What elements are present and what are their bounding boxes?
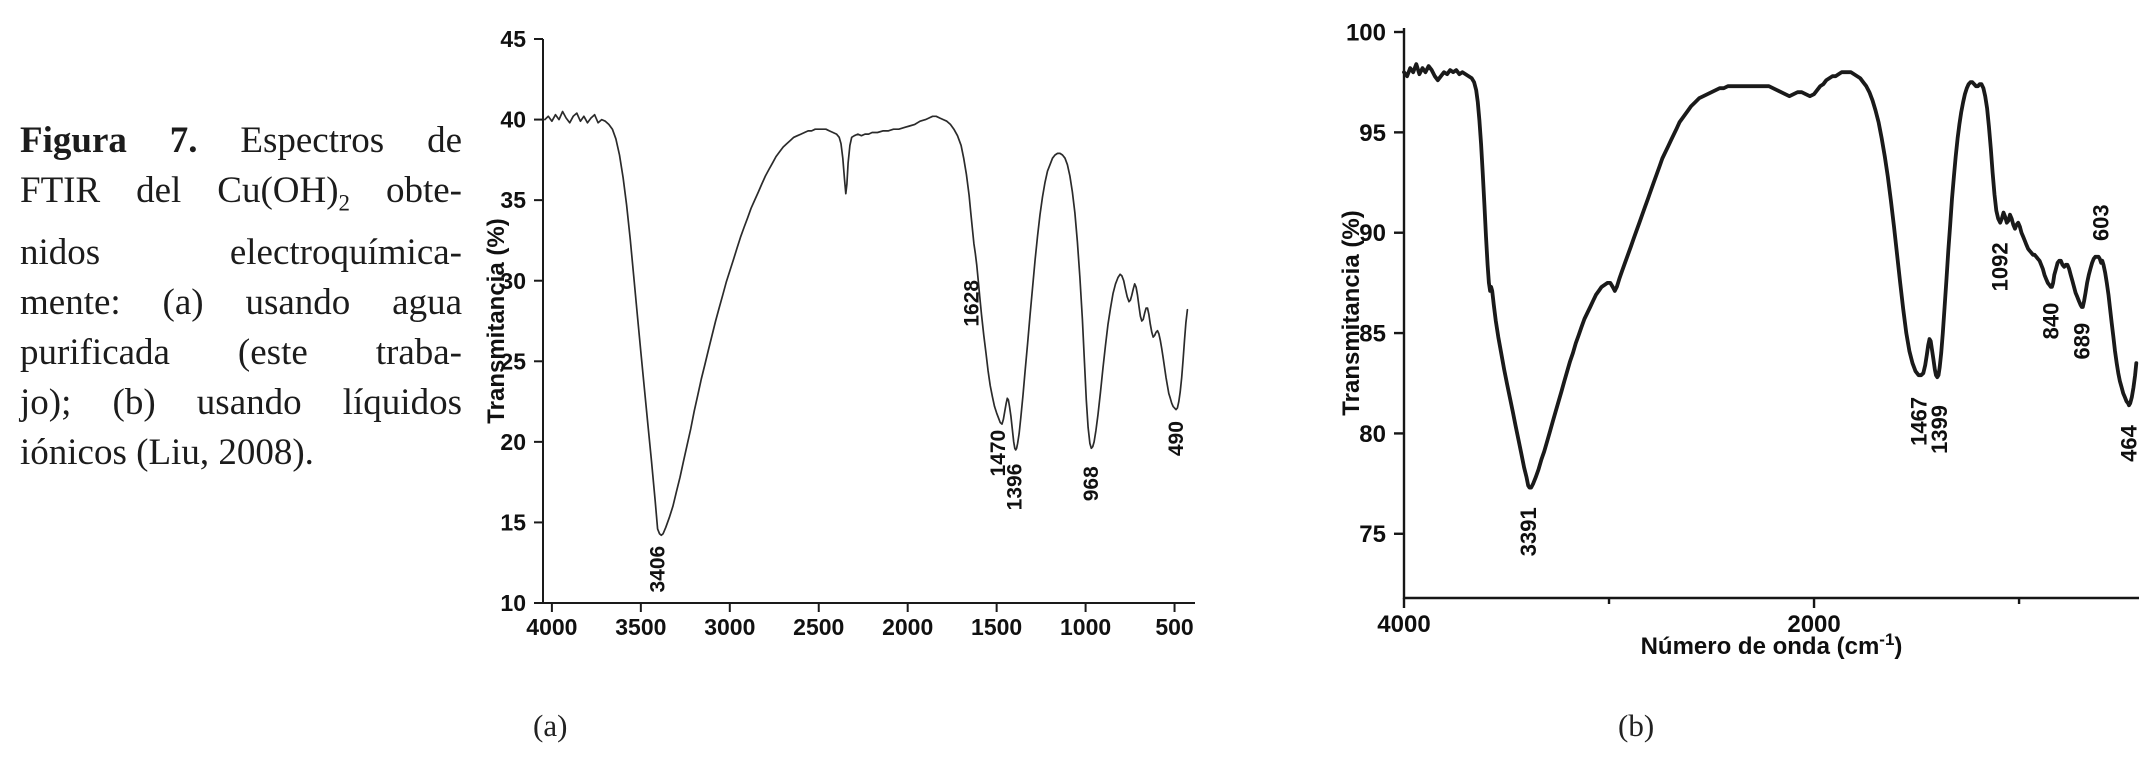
- y-tick-label: 100: [1346, 19, 1386, 46]
- ftir-chart-a: 45 40 35 30 25 20 15 10 4000 3500 3000 2500 2000 1500…: [450, 8, 1260, 653]
- peak-label: 968: [1080, 466, 1103, 501]
- axes: [1394, 28, 2139, 608]
- y-tick-label: 20: [500, 429, 526, 455]
- x-tick-label: 500: [1155, 614, 1193, 640]
- peak-label: 840: [2039, 303, 2064, 340]
- y-tick-label: 95: [1359, 120, 1386, 147]
- peak-label: 1396: [1004, 464, 1027, 511]
- peak-label: 490: [1165, 421, 1188, 456]
- x-tick-label: 3000: [704, 614, 755, 640]
- tick-labels: 100 95 90 85 80 75 4000 2000: [1346, 19, 1841, 638]
- caption-line: iónicos (Liu, 2008).: [20, 428, 462, 478]
- y-tick-label: 75: [1359, 521, 1386, 548]
- y-tick-label: 25: [500, 348, 526, 374]
- x-tick-label: 2000: [882, 614, 933, 640]
- peak-label: 1467: [1906, 397, 1931, 446]
- peak-label: 1399: [1927, 405, 1952, 454]
- caption-line: FTIR del Cu(OH)2 obte-: [20, 166, 462, 228]
- peak-label: 603: [2088, 204, 2113, 241]
- caption-subscript: 2: [338, 190, 351, 216]
- peak-label: 3406: [646, 546, 669, 593]
- caption-text: mente: (a) usando agua: [20, 282, 462, 324]
- ftir-chart-b: 100 95 90 85 80 75 4000 2000 Transmitancia (%) Nú…: [1320, 8, 2155, 688]
- peak-label: 1628: [961, 280, 984, 327]
- y-axis-title: Transmitancia (%): [1338, 210, 1365, 415]
- caption-text: FTIR del Cu(OH): [20, 170, 339, 211]
- peak-label: 1470: [987, 430, 1010, 477]
- y-tick-label: 45: [500, 26, 526, 52]
- x-tick-label: 1500: [971, 614, 1022, 640]
- spectrum-line: [1402, 62, 2139, 490]
- y-tick-label: 85: [1359, 320, 1386, 347]
- peak-label: 3391: [1516, 507, 1541, 556]
- caption-line: nidos electroquímica-: [20, 228, 462, 278]
- y-tick-label: 90: [1359, 220, 1386, 247]
- caption-text: obte-: [350, 170, 462, 211]
- x-tick-label: 2500: [793, 614, 844, 640]
- y-axis-title: Transmitancia (%): [483, 218, 510, 423]
- caption-text: nidos electroquímica-: [20, 232, 462, 274]
- x-tick-label: 4000: [1377, 611, 1430, 638]
- caption-text: iónicos (Liu, 2008).: [20, 432, 314, 474]
- spectrum-line: [543, 110, 1189, 537]
- y-tick-label: 10: [500, 590, 526, 616]
- y-tick-label: 15: [500, 509, 526, 535]
- subfigure-label-a: (a): [533, 708, 568, 743]
- caption-line: purificada (este traba-: [20, 328, 462, 378]
- y-tick-label: 80: [1359, 421, 1386, 448]
- subfigure-label-b: (b): [1618, 708, 1655, 743]
- x-tick-label: 1000: [1060, 614, 1111, 640]
- y-tick-label: 40: [500, 107, 526, 133]
- peak-label: 689: [2069, 323, 2094, 360]
- figure-caption: Figura 7. Espectros de FTIR del Cu(OH)2 o…: [20, 116, 462, 478]
- peak-label: 1092: [1987, 242, 2012, 291]
- x-axis-title: Número de onda (cm-1): [1641, 630, 1903, 660]
- x-tick-label: 2000: [1787, 611, 1840, 638]
- y-tick-label: 30: [500, 268, 526, 294]
- caption-line: Figura 7. Espectros de: [20, 116, 462, 166]
- caption-line: mente: (a) usando agua: [20, 278, 462, 328]
- x-tick-label: 4000: [526, 614, 577, 640]
- caption-line: jo); (b) usando líquidos: [20, 378, 462, 428]
- x-tick-label: 3500: [615, 614, 666, 640]
- ftir-spectrum-b-svg: 100 95 90 85 80 75 4000 2000 Transmitancia (%) Nú…: [1338, 19, 2142, 660]
- caption-text: jo); (b) usando líquidos: [20, 382, 462, 424]
- axes: [534, 38, 1195, 612]
- caption-figure-label: Figura 7.: [20, 120, 198, 161]
- caption-text: Espectros de: [197, 120, 462, 161]
- caption-text: purificada (este traba-: [20, 332, 462, 374]
- peak-label: 464: [2117, 424, 2142, 461]
- y-tick-label: 35: [500, 187, 526, 213]
